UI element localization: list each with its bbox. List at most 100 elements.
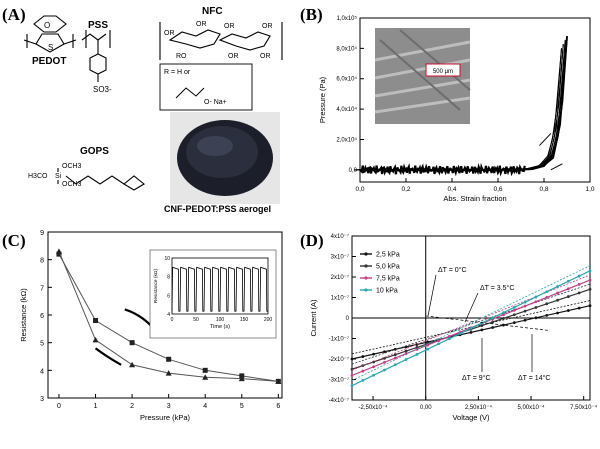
nfc-label: NFC [202, 6, 223, 17]
nfc-structure [159, 22, 283, 60]
chart-c-y-tick-label: 5 [40, 341, 44, 348]
chart-d-y-tick-label: -1x10⁻⁷ [329, 336, 349, 343]
chart-b-y-axis-label: Pressure (Pa) [318, 76, 327, 123]
chart-b-y-tick-label: 2,0x10⁴ [336, 136, 357, 143]
chart-d-series-point [545, 313, 549, 317]
chart-c-y-tick-label: 8 [40, 258, 44, 265]
chart-c-inset-y-tick-label: 8 [167, 275, 170, 281]
chart-c-inset-y-tick-label: 10 [164, 256, 170, 262]
chart-d-legend-label: 10 kPa [376, 288, 398, 295]
chart-d-series-point [480, 324, 484, 328]
chart-c-inset-x-tick-label: 150 [240, 317, 249, 323]
gops-methoxy-bottom: OCH3 [62, 181, 82, 188]
photo-caption: CNF-PEDOT:PSS aerogel [164, 204, 271, 214]
nfc-or-5: OR [228, 53, 239, 60]
nfc-or-6: OR [262, 23, 273, 30]
chart-b-x-tick-label: 0,2 [401, 186, 410, 193]
chart-b-unloading-arrow [550, 163, 563, 171]
chart-d-series-point [534, 316, 538, 320]
silicon-label: Si [55, 173, 62, 180]
chart-d-series-point [523, 318, 527, 322]
panel-d-letter: (D) [300, 231, 324, 250]
chart-b-y-tick-label: 1,0x10⁵ [336, 15, 357, 22]
chart-d-y-tick-label: 1x10⁻⁷ [331, 295, 349, 302]
chart-c-y-tick-label: 9 [40, 230, 44, 237]
chart-c-triangle-point [275, 378, 282, 384]
chart-d-series-point [372, 373, 376, 377]
chart-d-plot: -4x10⁻⁷ -3x10⁻⁷ -2x10⁻⁷ -1x10⁻⁷ 0 1x10⁻⁷ 2x10⁻… [309, 233, 598, 422]
chart-d-series-point [383, 350, 386, 354]
panel-c-resistance-pressure-chart: (C) 3 4 5 6 7 8 9 0 1 2 3 4 5 6 Pressure (kPa) Resistan… [2, 230, 283, 422]
chart-b-inset-micrograph: 500 μm [374, 28, 471, 124]
chart-d-series-point [372, 352, 376, 356]
chart-d-y-axis-label: Current (A) [309, 299, 318, 337]
sulfur-label: S [48, 43, 53, 52]
nfc-or-2: RO [176, 53, 187, 60]
r-group-box [159, 63, 253, 111]
chart-c-y-tick-label: 4 [40, 368, 44, 375]
chart-d-y-tick-label: 2x10⁻⁷ [331, 274, 349, 281]
chart-c-square-point [129, 340, 135, 346]
chart-d-series-point [534, 295, 538, 299]
chart-d-series-companion [351, 274, 591, 371]
chart-c-square-point [56, 251, 62, 257]
chart-d-annotation-dt14: ΔT = 14°C [518, 374, 550, 382]
chart-d-series-point [350, 384, 354, 388]
chart-b-x-axis-label: Abs. Strain fraction [443, 194, 506, 203]
chart-b-x-tick-label: 0,0 [355, 186, 364, 193]
chart-c-inset-x-axis-label: Time (s) [210, 324, 230, 330]
carboxylate-bond [175, 87, 205, 99]
chart-d-legend-label: 7,5 kPa [376, 276, 400, 283]
gops-structure [57, 168, 145, 191]
chart-c-square-point [166, 356, 172, 362]
panel-b-pressure-strain-chart: (B) 0,0 2,0x10⁴ 4,0x10⁴ 6,0x10⁴ 8,0x10⁴ 1,0x1… [300, 5, 595, 203]
chart-d-series-point [383, 368, 386, 372]
nfc-or-7: OR [260, 53, 271, 60]
chart-d-series-point [512, 321, 516, 325]
chart-d-series-point [426, 347, 430, 351]
chart-d-series-point [556, 298, 559, 302]
chart-d-series-point [556, 285, 559, 288]
chart-d-series-point [556, 311, 559, 315]
nfc-or-4: OR [224, 23, 235, 30]
chart-d-series-point [523, 304, 527, 308]
chart-b-x-tick-label: 0,6 [493, 186, 502, 193]
aerogel-photo [170, 112, 280, 204]
chart-c-triangle-point [55, 248, 62, 254]
chart-d-series-point [512, 309, 516, 312]
chart-d-x-tick-label: 5,00x10⁻⁴ [517, 404, 545, 411]
chart-d-series-point [437, 339, 440, 343]
panel-a-chemical-structures: (A) O S PEDOT PSS SO3- NFC OR RO [2, 5, 283, 214]
chart-d-y-tick-label: 4x10⁻⁷ [331, 233, 349, 240]
chart-c-inset-y-axis-label: Resistance (kΩ) [153, 268, 159, 303]
chart-c-plot: 3 4 5 6 7 8 9 0 1 2 3 4 5 6 Pressure (kPa) Resistance (… [19, 230, 283, 422]
chart-d-series-point [545, 290, 549, 294]
chart-d-series-point [556, 291, 559, 295]
chart-c-y-axis-label: Resistance (kΩ) [19, 288, 28, 342]
gops-methoxy-top: OCH3 [62, 163, 82, 170]
chart-d-series-point [523, 300, 527, 304]
chart-d-series-point [383, 356, 386, 360]
chart-d-series-point [480, 321, 484, 325]
chart-b-y-tick-label: 4,0x10⁴ [336, 106, 357, 113]
chart-d-y-tick-label: -4x10⁻⁷ [329, 397, 349, 404]
chart-d-series-companion [351, 300, 591, 355]
chart-d-series-point [545, 296, 549, 299]
chart-d-series-point [393, 356, 397, 360]
chart-c-inset-x-tick-label: 100 [216, 317, 225, 323]
chart-d-x-tick-label: 2,50x10⁻⁴ [465, 404, 493, 411]
chart-d-series-point [588, 287, 592, 291]
chart-c-inset-y-tick-label: 6 [167, 293, 170, 299]
chart-d-series-point [404, 358, 408, 361]
chart-c-x-tick-label: 3 [167, 403, 171, 410]
gops-methoxy-left: H3CO [28, 173, 48, 180]
chart-c-inset-x-tick-label: 0 [171, 317, 174, 323]
chart-d-y-tick-label: -3x10⁻⁷ [329, 377, 349, 384]
chart-d-series-point [588, 304, 592, 308]
chart-b-y-tick-label: 8,0x10⁴ [336, 45, 357, 52]
chart-c-inset-y-tick-label: 4 [167, 312, 170, 318]
chart-d-series-point [393, 353, 397, 357]
chart-d-series-point [372, 360, 376, 364]
chart-b-x-tick-label: 0,4 [447, 186, 456, 193]
